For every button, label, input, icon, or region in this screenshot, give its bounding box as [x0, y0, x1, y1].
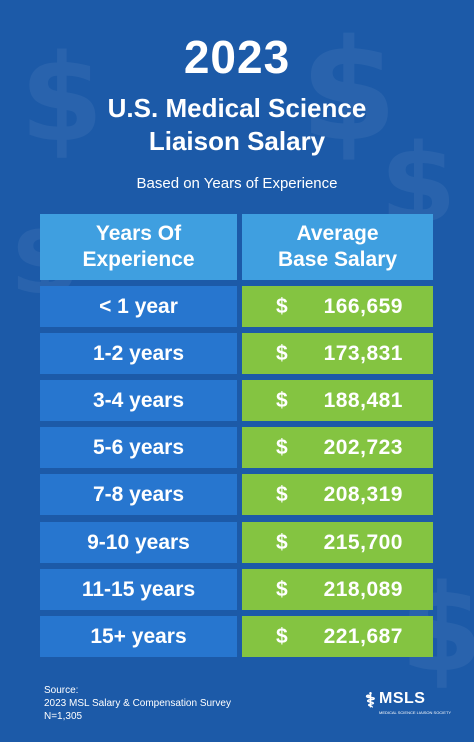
row-experience-label: 11-15 years [40, 569, 237, 610]
row-experience-label: < 1 year [40, 286, 237, 327]
currency-symbol: $ [276, 295, 288, 318]
salary-amount: 208,319 [323, 483, 403, 506]
row-salary-value: $202,723 [242, 427, 433, 468]
title-year: 2023 [183, 31, 291, 83]
salary-amount: 218,089 [323, 578, 403, 601]
header-experience: Years Of Experience [40, 214, 237, 280]
salary-amount: 202,723 [323, 436, 403, 459]
currency-symbol: $ [276, 625, 288, 648]
salary-amount: 221,687 [323, 625, 403, 648]
row-experience-label: 9-10 years [40, 522, 237, 563]
header-salary: Average Base Salary [242, 214, 433, 280]
logo-tagline: MEDICAL SCIENCE LIAISON SOCIETY [379, 710, 452, 715]
row-experience-label: 3-4 years [40, 380, 237, 421]
title: U.S. Medical Science Liaison Salary [0, 92, 474, 158]
salary-amount: 188,481 [323, 389, 403, 412]
row-experience-label: 15+ years [40, 616, 237, 657]
source-line-1: 2023 MSL Salary & Compensation Survey [44, 698, 231, 709]
row-salary-value: $188,481 [242, 380, 433, 421]
subtitle: Based on Years of Experience [136, 175, 338, 192]
row-salary-value: $173,831 [242, 333, 433, 374]
title-line-2: Liaison Salary [148, 126, 326, 156]
currency-symbol: $ [276, 389, 288, 412]
msls-logo: ⚕ MSLS MEDICAL SCIENCE LIAISON SOCIETY [365, 688, 451, 728]
currency-symbol: $ [276, 531, 288, 554]
source-note: Source: 2023 MSL Salary & Compensation S… [44, 684, 231, 723]
currency-symbol: $ [276, 578, 288, 601]
row-salary-value: $215,700 [242, 522, 433, 563]
caduceus-icon: ⚕ [365, 690, 376, 712]
source-line-2: N=1,305 [44, 711, 83, 722]
source-label: Source: [44, 685, 79, 696]
row-experience-label: 1-2 years [40, 333, 237, 374]
row-salary-value: $218,089 [242, 569, 433, 610]
logo-text: MSLS [379, 690, 426, 707]
bg-dollar-glyph: $ [300, 10, 398, 173]
currency-symbol: $ [276, 342, 288, 365]
header-experience-line-1: Years Of [95, 222, 182, 245]
row-experience-label: 5-6 years [40, 427, 237, 468]
row-salary-value: $221,687 [242, 616, 433, 657]
currency-symbol: $ [276, 436, 288, 459]
header-experience-line-2: Experience [82, 248, 195, 271]
salary-amount: 173,831 [323, 342, 403, 365]
salary-amount: 215,700 [323, 531, 403, 554]
header-salary-line-2: Base Salary [277, 248, 398, 271]
title-line-1: U.S. Medical Science [107, 93, 367, 123]
row-salary-value: $208,319 [242, 474, 433, 515]
salary-amount: 166,659 [323, 295, 403, 318]
bg-dollar-glyph: $ [20, 30, 104, 169]
row-salary-value: $166,659 [242, 286, 433, 327]
row-experience-label: 7-8 years [40, 474, 237, 515]
header-salary-line-1: Average [296, 222, 379, 245]
currency-symbol: $ [276, 483, 288, 506]
